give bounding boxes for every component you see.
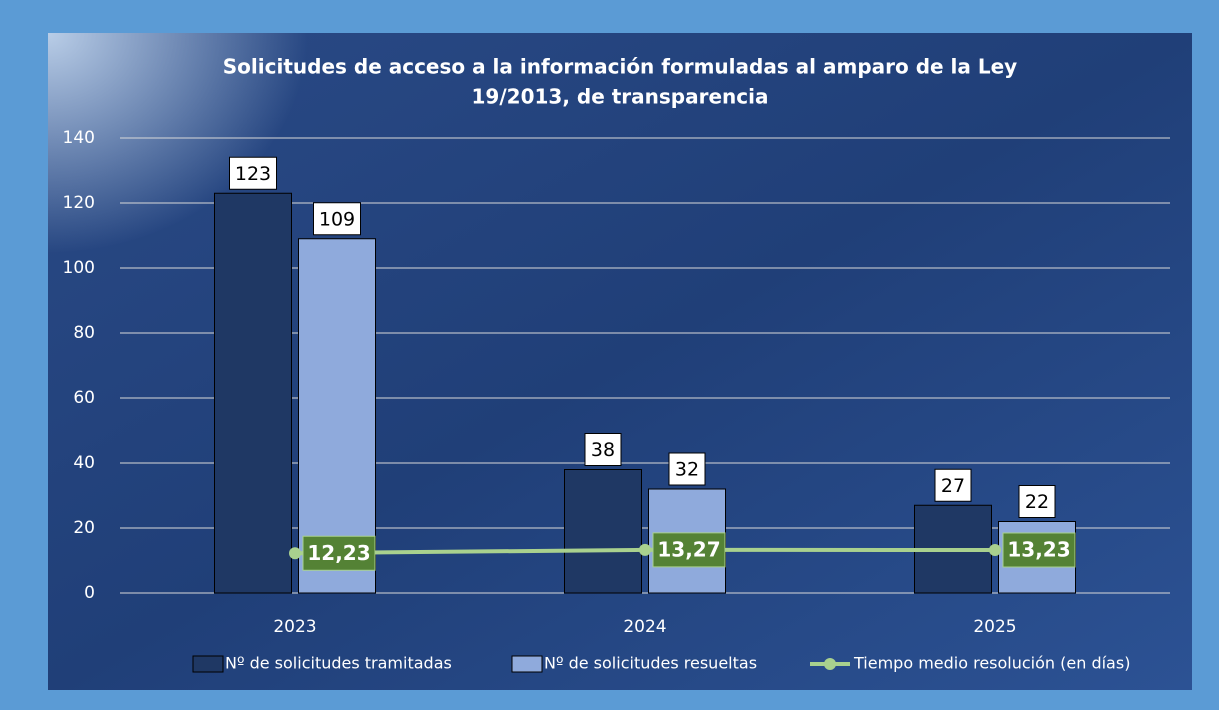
line-marker [289,547,301,560]
y-tick-label: 80 [73,323,95,343]
data-label: 32 [675,459,699,481]
bar [564,469,642,594]
bar [214,192,292,594]
line-marker [639,543,651,556]
data-label: 27 [941,475,965,497]
y-tick-label: 20 [73,518,95,538]
data-label: 38 [591,439,615,461]
y-tick-label: 60 [73,388,95,408]
x-tick-label: 2024 [623,617,666,637]
legend-label: Nº de solicitudes tramitadas [225,654,452,673]
legend-marker [824,658,836,670]
data-label-box [1018,485,1056,518]
y-tick-label: 0 [84,583,95,603]
data-label-box [934,468,972,502]
data-label-box [668,452,706,486]
x-tick-label: 2023 [273,617,316,637]
chart-title: 19/2013, de transparencia [472,85,769,109]
line-marker [989,544,1001,557]
legend-swatch [511,655,543,673]
data-label: 123 [235,163,271,185]
y-tick-label: 140 [63,128,95,148]
y-tick-label: 100 [63,258,95,278]
line-label-box [1002,532,1076,568]
line-label-box [652,532,726,568]
data-label-box [584,433,622,466]
y-tick-label: 40 [73,453,95,473]
legend-label: Tiempo medio resolución (en días) [853,654,1130,673]
legend-swatch [192,655,224,673]
data-label: 22 [1025,491,1049,513]
data-label-box [313,202,361,236]
y-tick-label: 120 [63,193,95,213]
chart-title: Solicitudes de acceso a la información f… [223,55,1017,79]
legend-label: Nº de solicitudes resueltas [544,654,757,673]
data-label-box [229,156,277,190]
x-tick-label: 2025 [973,617,1016,637]
bar [298,238,376,594]
line-label-box [302,535,376,571]
line-label: 13,27 [657,537,720,561]
line-label: 13,23 [1007,538,1070,562]
line-label: 12,23 [307,541,370,565]
data-label: 109 [319,208,355,230]
